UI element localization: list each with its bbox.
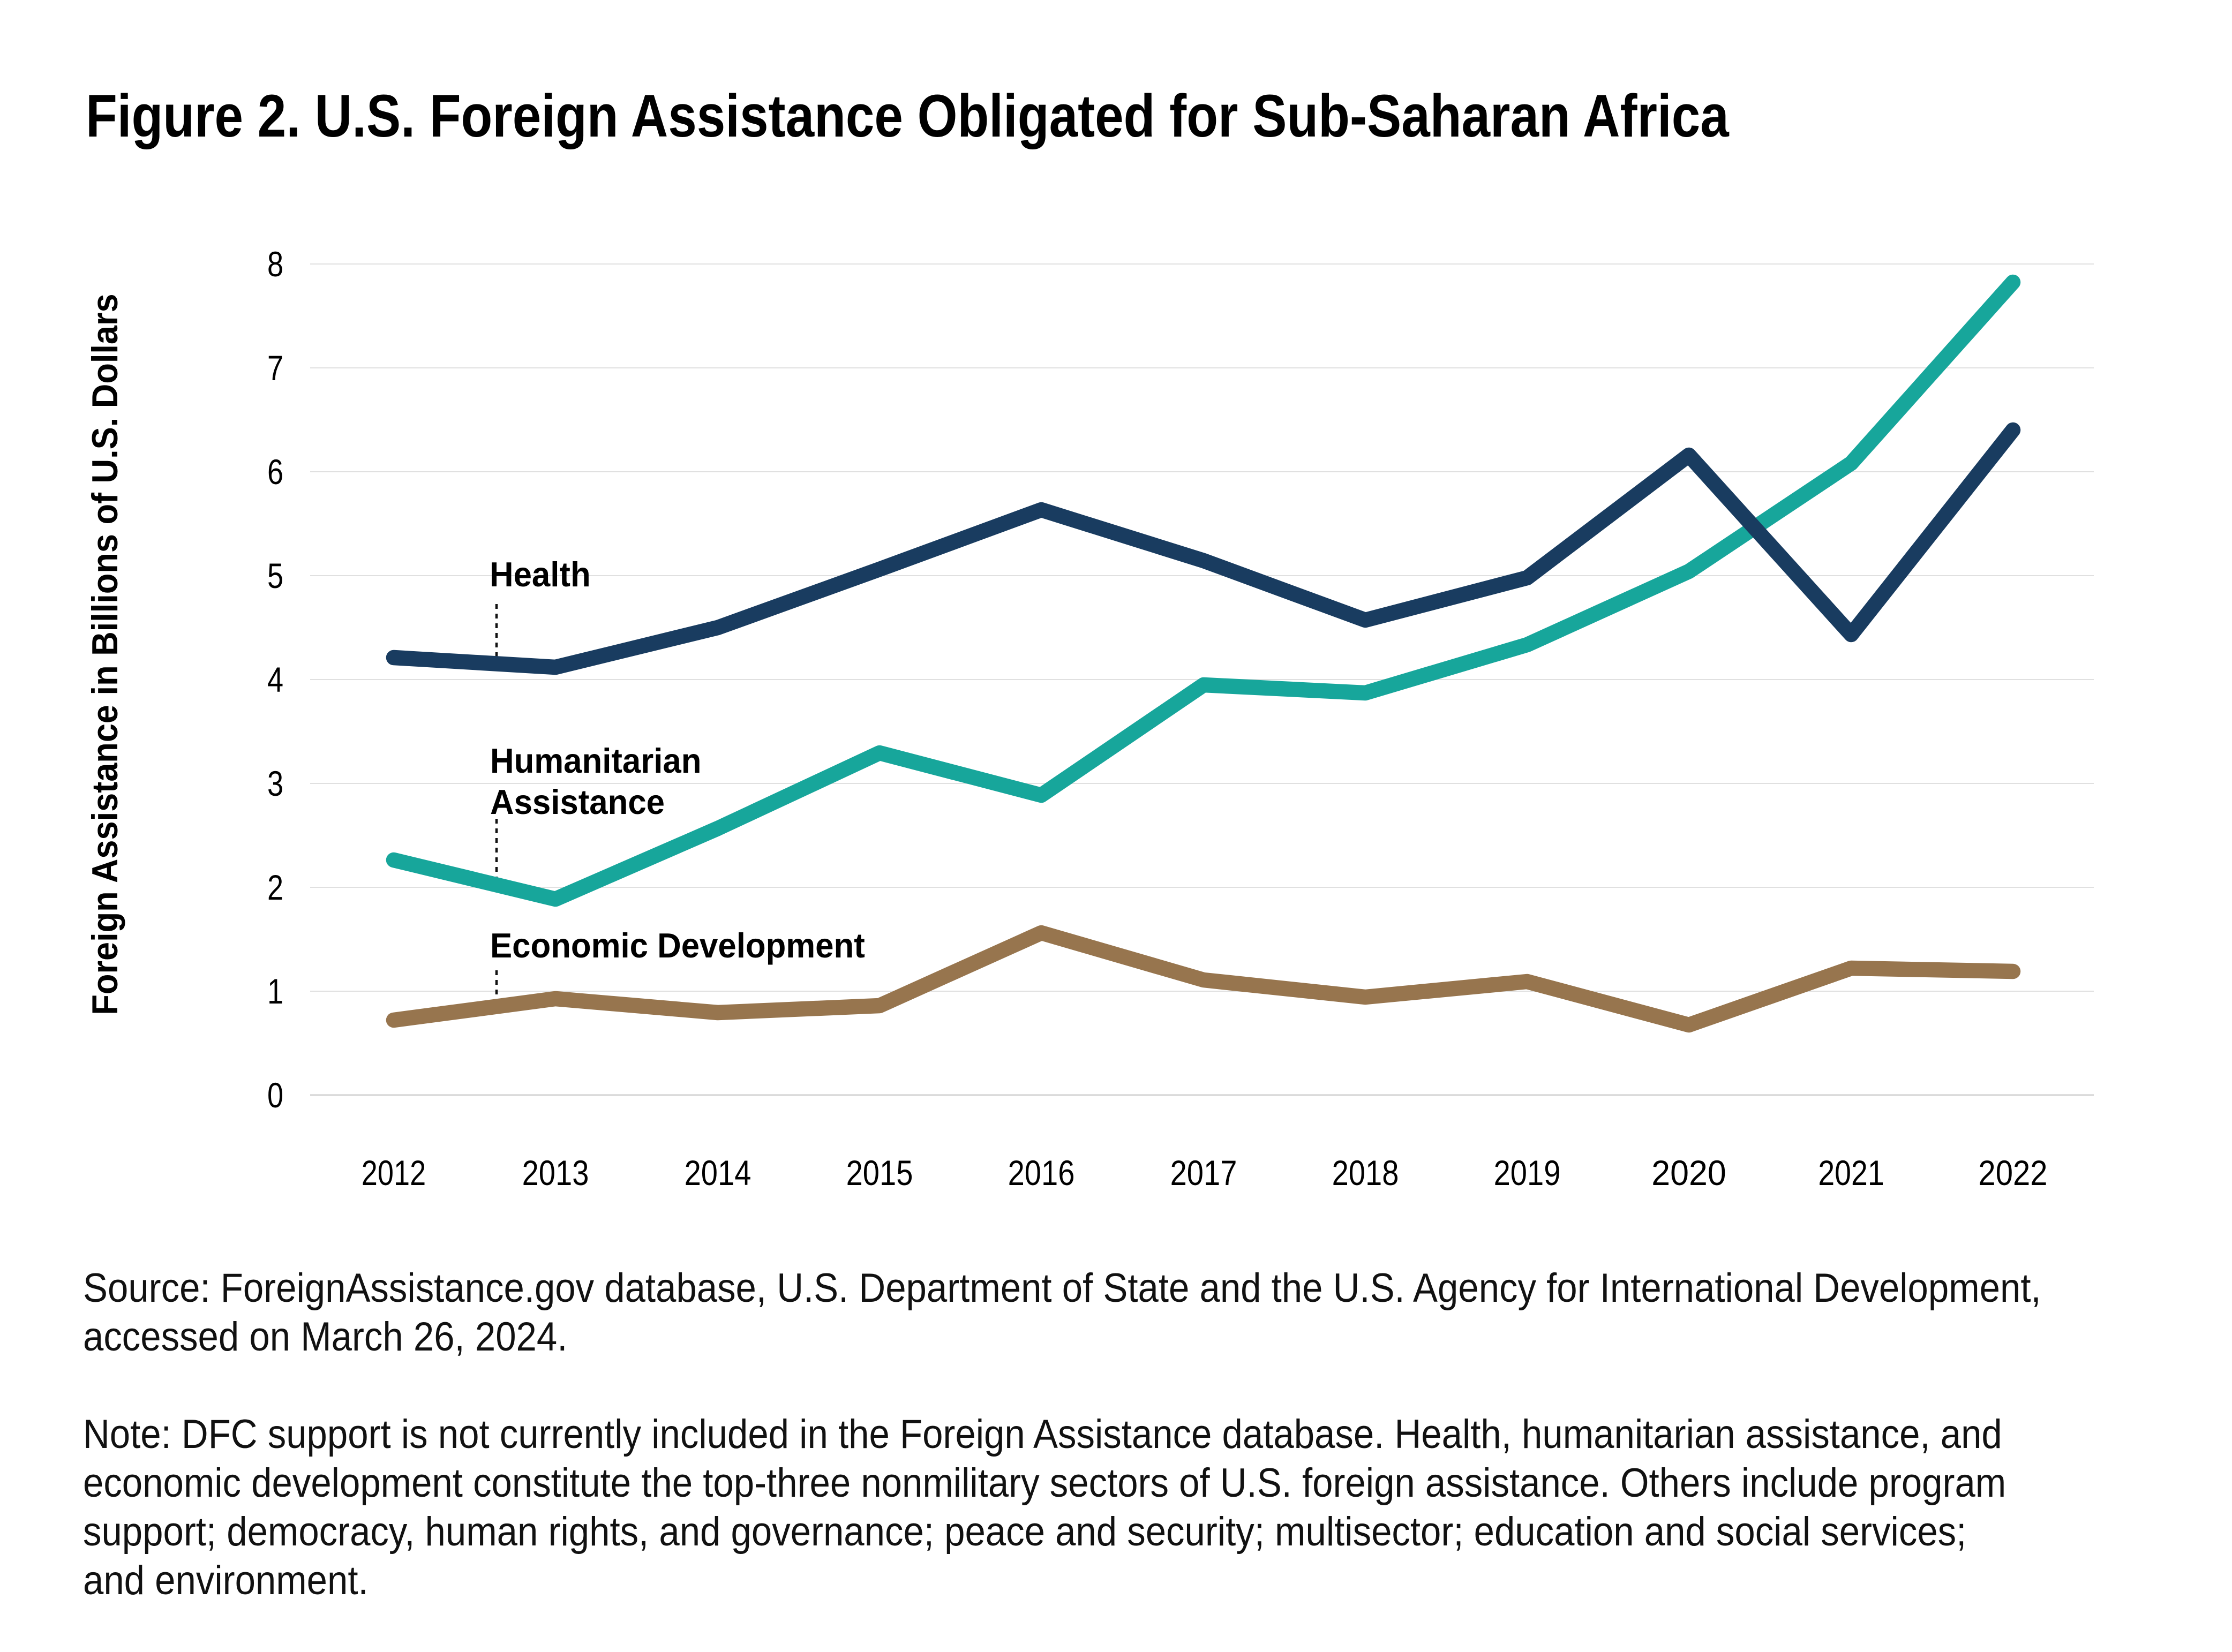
svg-text:2016: 2016 [1008, 1153, 1075, 1193]
svg-text:support; democracy, human righ: support; democracy, human rights, and go… [83, 1509, 1966, 1555]
svg-text:Humanitarian: Humanitarian [490, 742, 701, 781]
svg-text:2017: 2017 [1170, 1153, 1237, 1193]
svg-text:Source: ForeignAssistance.gov: Source: ForeignAssistance.gov database, … [83, 1265, 2041, 1311]
svg-text:2015: 2015 [846, 1153, 913, 1193]
svg-text:5: 5 [267, 556, 283, 595]
svg-text:2014: 2014 [685, 1153, 751, 1193]
svg-text:0: 0 [267, 1075, 283, 1115]
svg-text:3: 3 [267, 764, 283, 803]
svg-text:Figure 2. U.S. Foreign Assista: Figure 2. U.S. Foreign Assistance Obliga… [86, 82, 1730, 149]
svg-text:7: 7 [267, 348, 283, 388]
svg-text:2022: 2022 [1978, 1154, 2047, 1193]
svg-text:2019: 2019 [1494, 1153, 1561, 1193]
svg-text:economic development constitut: economic development constitute the top-… [83, 1460, 2006, 1506]
svg-text:2013: 2013 [522, 1153, 589, 1193]
svg-text:Foreign Assistance in Billions: Foreign Assistance in Billions of U.S. D… [85, 293, 125, 1015]
svg-text:1: 1 [267, 971, 283, 1011]
svg-text:2: 2 [267, 868, 283, 907]
svg-text:6: 6 [267, 452, 283, 492]
svg-text:Note: DFC support is not curre: Note: DFC support is not currently inclu… [83, 1412, 2002, 1457]
svg-text:and environment.: and environment. [83, 1558, 369, 1603]
svg-text:2018: 2018 [1332, 1153, 1399, 1193]
svg-text:Assistance: Assistance [490, 783, 665, 822]
svg-text:2021: 2021 [1818, 1153, 1884, 1193]
svg-text:4: 4 [267, 660, 283, 699]
svg-text:Economic Development: Economic Development [490, 927, 865, 965]
svg-text:accessed on March 26, 2024.: accessed on March 26, 2024. [83, 1314, 567, 1360]
svg-text:2012: 2012 [362, 1153, 426, 1193]
svg-text:Health: Health [490, 556, 591, 594]
svg-text:8: 8 [267, 244, 283, 284]
svg-text:2020: 2020 [1651, 1153, 1726, 1193]
